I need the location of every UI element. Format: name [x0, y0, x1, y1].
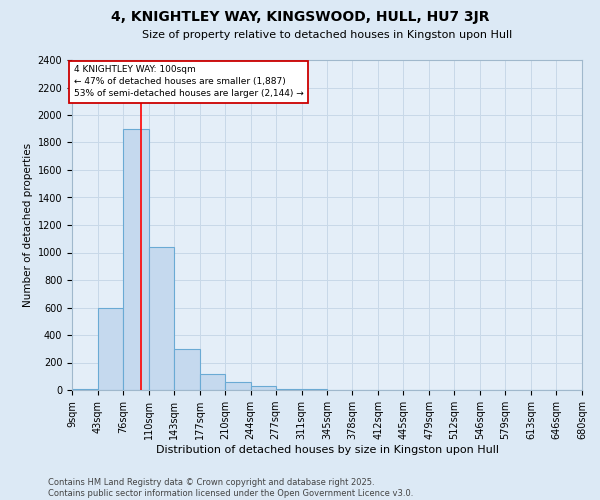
Bar: [72, 388, 98, 390]
Bar: [98, 308, 123, 390]
Bar: [149, 247, 174, 390]
Bar: [275, 389, 302, 390]
Text: 4 KNIGHTLEY WAY: 100sqm
← 47% of detached houses are smaller (1,887)
53% of semi: 4 KNIGHTLEY WAY: 100sqm ← 47% of detache…: [74, 66, 303, 98]
Text: 4, KNIGHTLEY WAY, KINGSWOOD, HULL, HU7 3JR: 4, KNIGHTLEY WAY, KINGSWOOD, HULL, HU7 3…: [111, 10, 489, 24]
Text: Contains HM Land Registry data © Crown copyright and database right 2025.
Contai: Contains HM Land Registry data © Crown c…: [48, 478, 413, 498]
Bar: [251, 386, 275, 390]
Bar: [123, 128, 149, 390]
Title: Size of property relative to detached houses in Kingston upon Hull: Size of property relative to detached ho…: [142, 30, 512, 40]
Y-axis label: Number of detached properties: Number of detached properties: [23, 143, 34, 307]
Bar: [174, 350, 200, 390]
X-axis label: Distribution of detached houses by size in Kingston upon Hull: Distribution of detached houses by size …: [155, 445, 499, 455]
Bar: [200, 374, 225, 390]
Bar: [225, 382, 251, 390]
